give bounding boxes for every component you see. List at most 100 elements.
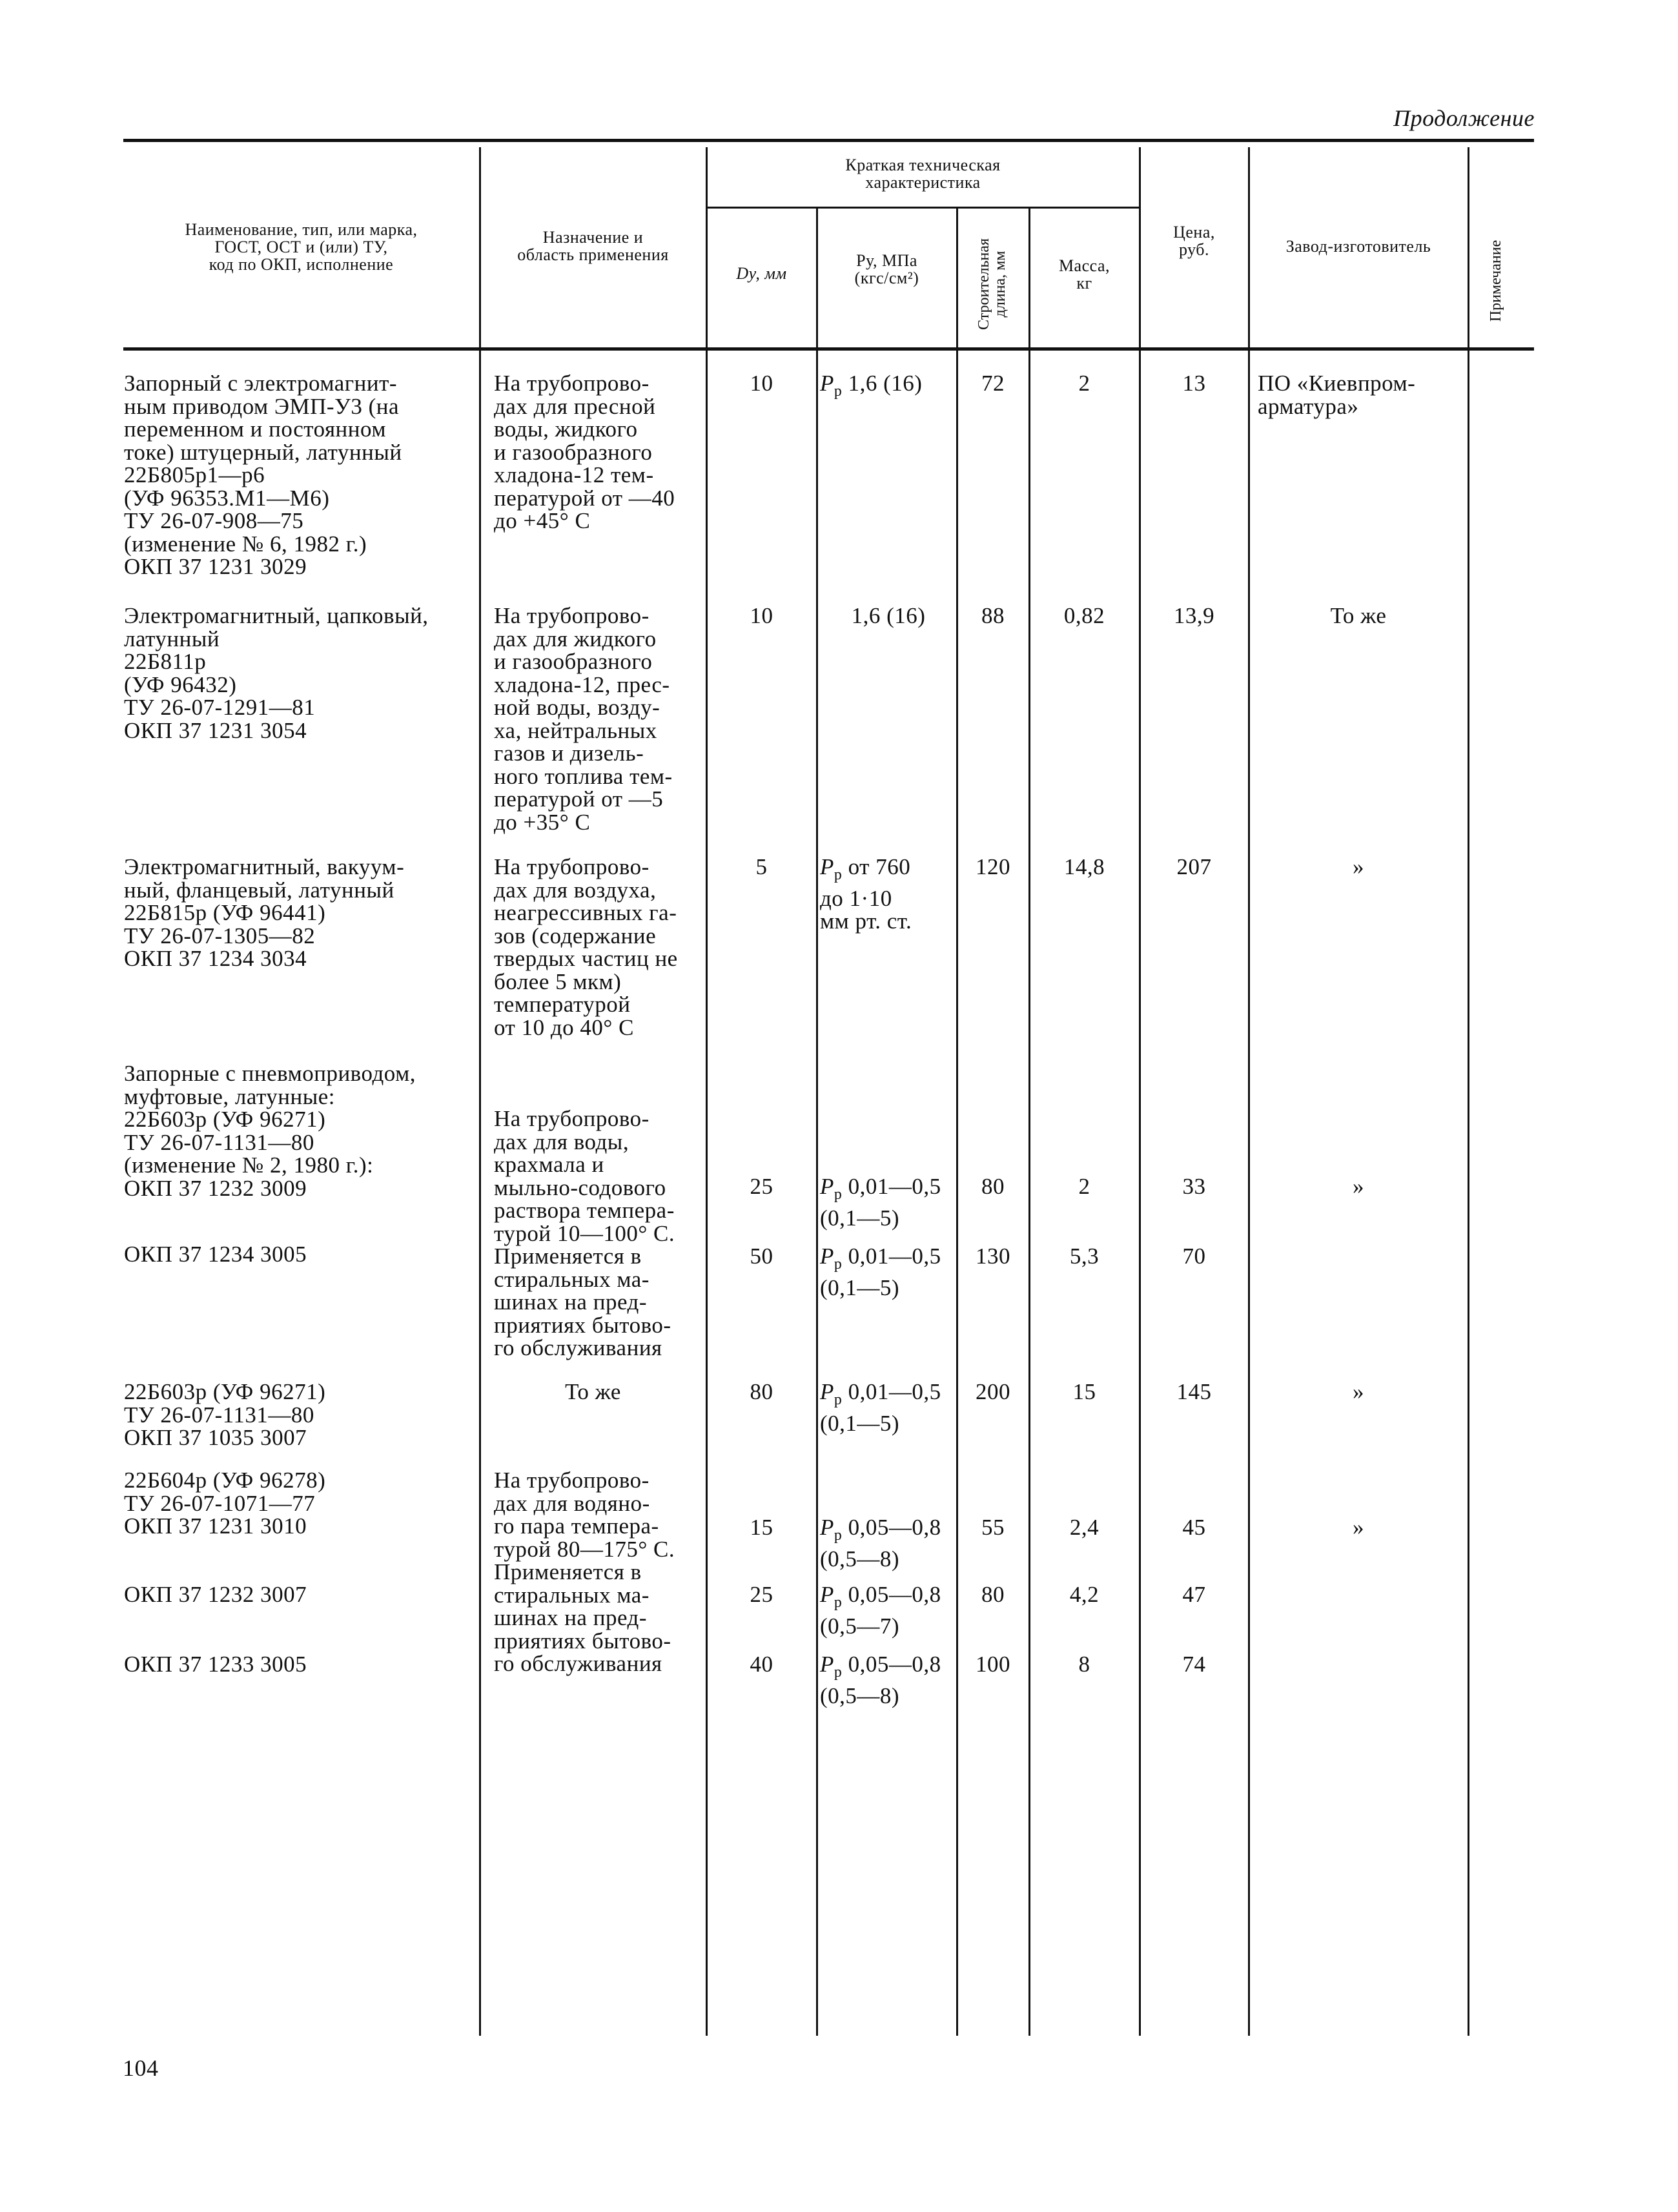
row-name: Запорные с пневмоприводом, муфтовые, лат…	[124, 1061, 416, 1201]
py-value: 0,01—0,5 (0,1—5)	[820, 1174, 941, 1231]
row-maker: »	[1353, 854, 1364, 879]
column-divider	[706, 147, 708, 2036]
row-py: Pр 0,01—0,5 (0,1—5)	[820, 1175, 957, 1229]
row-mass: 15	[1072, 1379, 1096, 1404]
row-purpose: На трубопрово- дах для пресной воды, жид…	[494, 371, 675, 533]
row-name-extra: ОКП 37 1232 3007	[124, 1582, 307, 1607]
row-length: 80	[981, 1582, 1005, 1607]
row-py: Pр 1,6 (16)	[820, 372, 957, 404]
row-name-extra: ОКП 37 1233 3005	[124, 1652, 307, 1677]
row-name: Электромагнитный, цапковый, латунный 22Б…	[124, 603, 429, 743]
header-mass: Масса, кг	[1058, 256, 1110, 292]
py-subscript: р	[834, 1186, 843, 1203]
row-price: 45	[1182, 1515, 1206, 1540]
column-divider	[1248, 147, 1250, 2036]
row-price: 70	[1182, 1244, 1206, 1269]
py-subscript: р	[834, 1391, 843, 1408]
row-price: 33	[1182, 1174, 1206, 1199]
row-price: 47	[1182, 1582, 1206, 1607]
py-subscript: р	[834, 383, 843, 400]
header-price: Цена, руб.	[1173, 223, 1215, 259]
row-purpose: На трубопрово- дах для воды, крахмала и …	[494, 1106, 675, 1360]
py-symbol: P	[820, 371, 834, 396]
py-value: 0,05—0,8 (0,5—7)	[820, 1582, 941, 1639]
continuation-label: Продолжение	[1393, 105, 1535, 131]
row-dy: 50	[750, 1244, 773, 1269]
row-purpose: На трубопрово- дах для водяно- го пара т…	[494, 1468, 675, 1676]
header-py: Pу, МПа (кгс/см²)	[854, 251, 919, 287]
row-purpose: На трубопрово- дах для жидкого и газообр…	[494, 603, 673, 835]
row-dy: 25	[750, 1582, 773, 1607]
row-length: 55	[981, 1515, 1005, 1540]
row-dy: 10	[750, 603, 773, 628]
py-subscript: р	[834, 866, 843, 883]
row-length: 80	[981, 1174, 1005, 1199]
column-divider	[479, 147, 481, 2036]
row-dy: 15	[750, 1515, 773, 1540]
row-py: Pр 0,05—0,8 (0,5—8)	[820, 1516, 957, 1570]
row-length: 130	[976, 1244, 1010, 1269]
row-mass: 14,8	[1063, 854, 1105, 879]
py-value: 0,05—0,8 (0,5—8)	[820, 1652, 941, 1708]
row-py: Pр 0,05—0,8 (0,5—7)	[820, 1583, 957, 1637]
row-name-extra: ОКП 37 1234 3005	[124, 1242, 307, 1267]
header-dy: Dу, мм	[736, 264, 787, 283]
py-subscript: р	[834, 1594, 843, 1611]
row-py: Pр 0,01—0,5 (0,1—5)	[820, 1245, 957, 1299]
row-length: 88	[981, 603, 1005, 628]
row-name: 22Б604р (УФ 96278) ТУ 26-07-1071—77 ОКП …	[124, 1468, 326, 1539]
tech-subheader-rule	[706, 207, 1140, 209]
py-symbol: P	[820, 854, 834, 879]
row-price: 13	[1182, 371, 1206, 396]
row-price: 74	[1182, 1652, 1206, 1677]
column-divider	[816, 208, 818, 2036]
column-divider	[1468, 147, 1469, 2036]
row-dy: 80	[750, 1379, 773, 1404]
page-number: 104	[123, 2055, 159, 2081]
row-dy: 10	[750, 371, 773, 396]
row-maker: ПО «Киевпром- арматура»	[1258, 371, 1416, 419]
py-subscript: р	[834, 1256, 843, 1273]
py-symbol: P	[820, 1515, 834, 1540]
row-py: Pр от 760 до 1·10 мм рт. ст.	[820, 855, 957, 933]
row-maker: »	[1353, 1174, 1364, 1199]
py-value: 0,05—0,8 (0,5—8)	[820, 1515, 941, 1572]
header-bottom-rule	[123, 347, 1534, 351]
py-subscript: р	[834, 1527, 843, 1544]
row-py: 1,6 (16)	[851, 603, 926, 628]
row-maker: То же	[1330, 603, 1387, 628]
py-subscript: р	[834, 1664, 843, 1681]
row-mass: 4,2	[1069, 1582, 1100, 1607]
row-purpose: На трубопрово- дах для воздуха, неагресс…	[494, 854, 678, 1040]
py-value: 0,01—0,5 (0,1—5)	[820, 1244, 941, 1300]
row-purpose: То же	[565, 1379, 621, 1404]
row-dy: 5	[755, 854, 768, 879]
py-value: 1,6 (16)	[848, 371, 923, 396]
column-divider	[1139, 147, 1141, 2036]
row-mass: 0,82	[1063, 603, 1105, 628]
row-mass: 2	[1078, 1174, 1090, 1199]
py-symbol: P	[820, 1174, 834, 1199]
header-length: Строительная длина, мм	[976, 238, 1008, 330]
row-mass: 5,3	[1069, 1244, 1100, 1269]
row-py: Pр 0,05—0,8 (0,5—8)	[820, 1653, 957, 1707]
row-mass: 2,4	[1069, 1515, 1100, 1540]
py-value: 0,01—0,5 (0,1—5)	[820, 1379, 941, 1436]
header-purpose: Назначение и область применения	[517, 228, 669, 264]
row-name: Запорный с электромагнит- ным приводом Э…	[124, 371, 402, 579]
column-divider	[956, 208, 958, 2036]
row-length: 100	[976, 1652, 1010, 1677]
row-price: 13,9	[1173, 603, 1215, 628]
header-name: Наименование, тип, или марка, ГОСТ, ОСТ …	[185, 220, 418, 274]
py-value: от 760 до 1·10 мм рт. ст.	[820, 854, 912, 934]
row-maker: »	[1353, 1379, 1364, 1404]
row-price: 207	[1176, 854, 1212, 879]
column-divider	[1028, 208, 1030, 2036]
header-tech: Краткая техническая характеристика	[845, 156, 1001, 192]
header-note: Примечание	[1488, 240, 1504, 322]
row-name: Электромагнитный, вакуум- ный, фланцевый…	[124, 854, 405, 971]
row-mass: 8	[1078, 1652, 1090, 1677]
row-maker: »	[1353, 1515, 1364, 1540]
row-price: 145	[1176, 1379, 1212, 1404]
row-py: Pр 0,01—0,5 (0,1—5)	[820, 1380, 957, 1435]
